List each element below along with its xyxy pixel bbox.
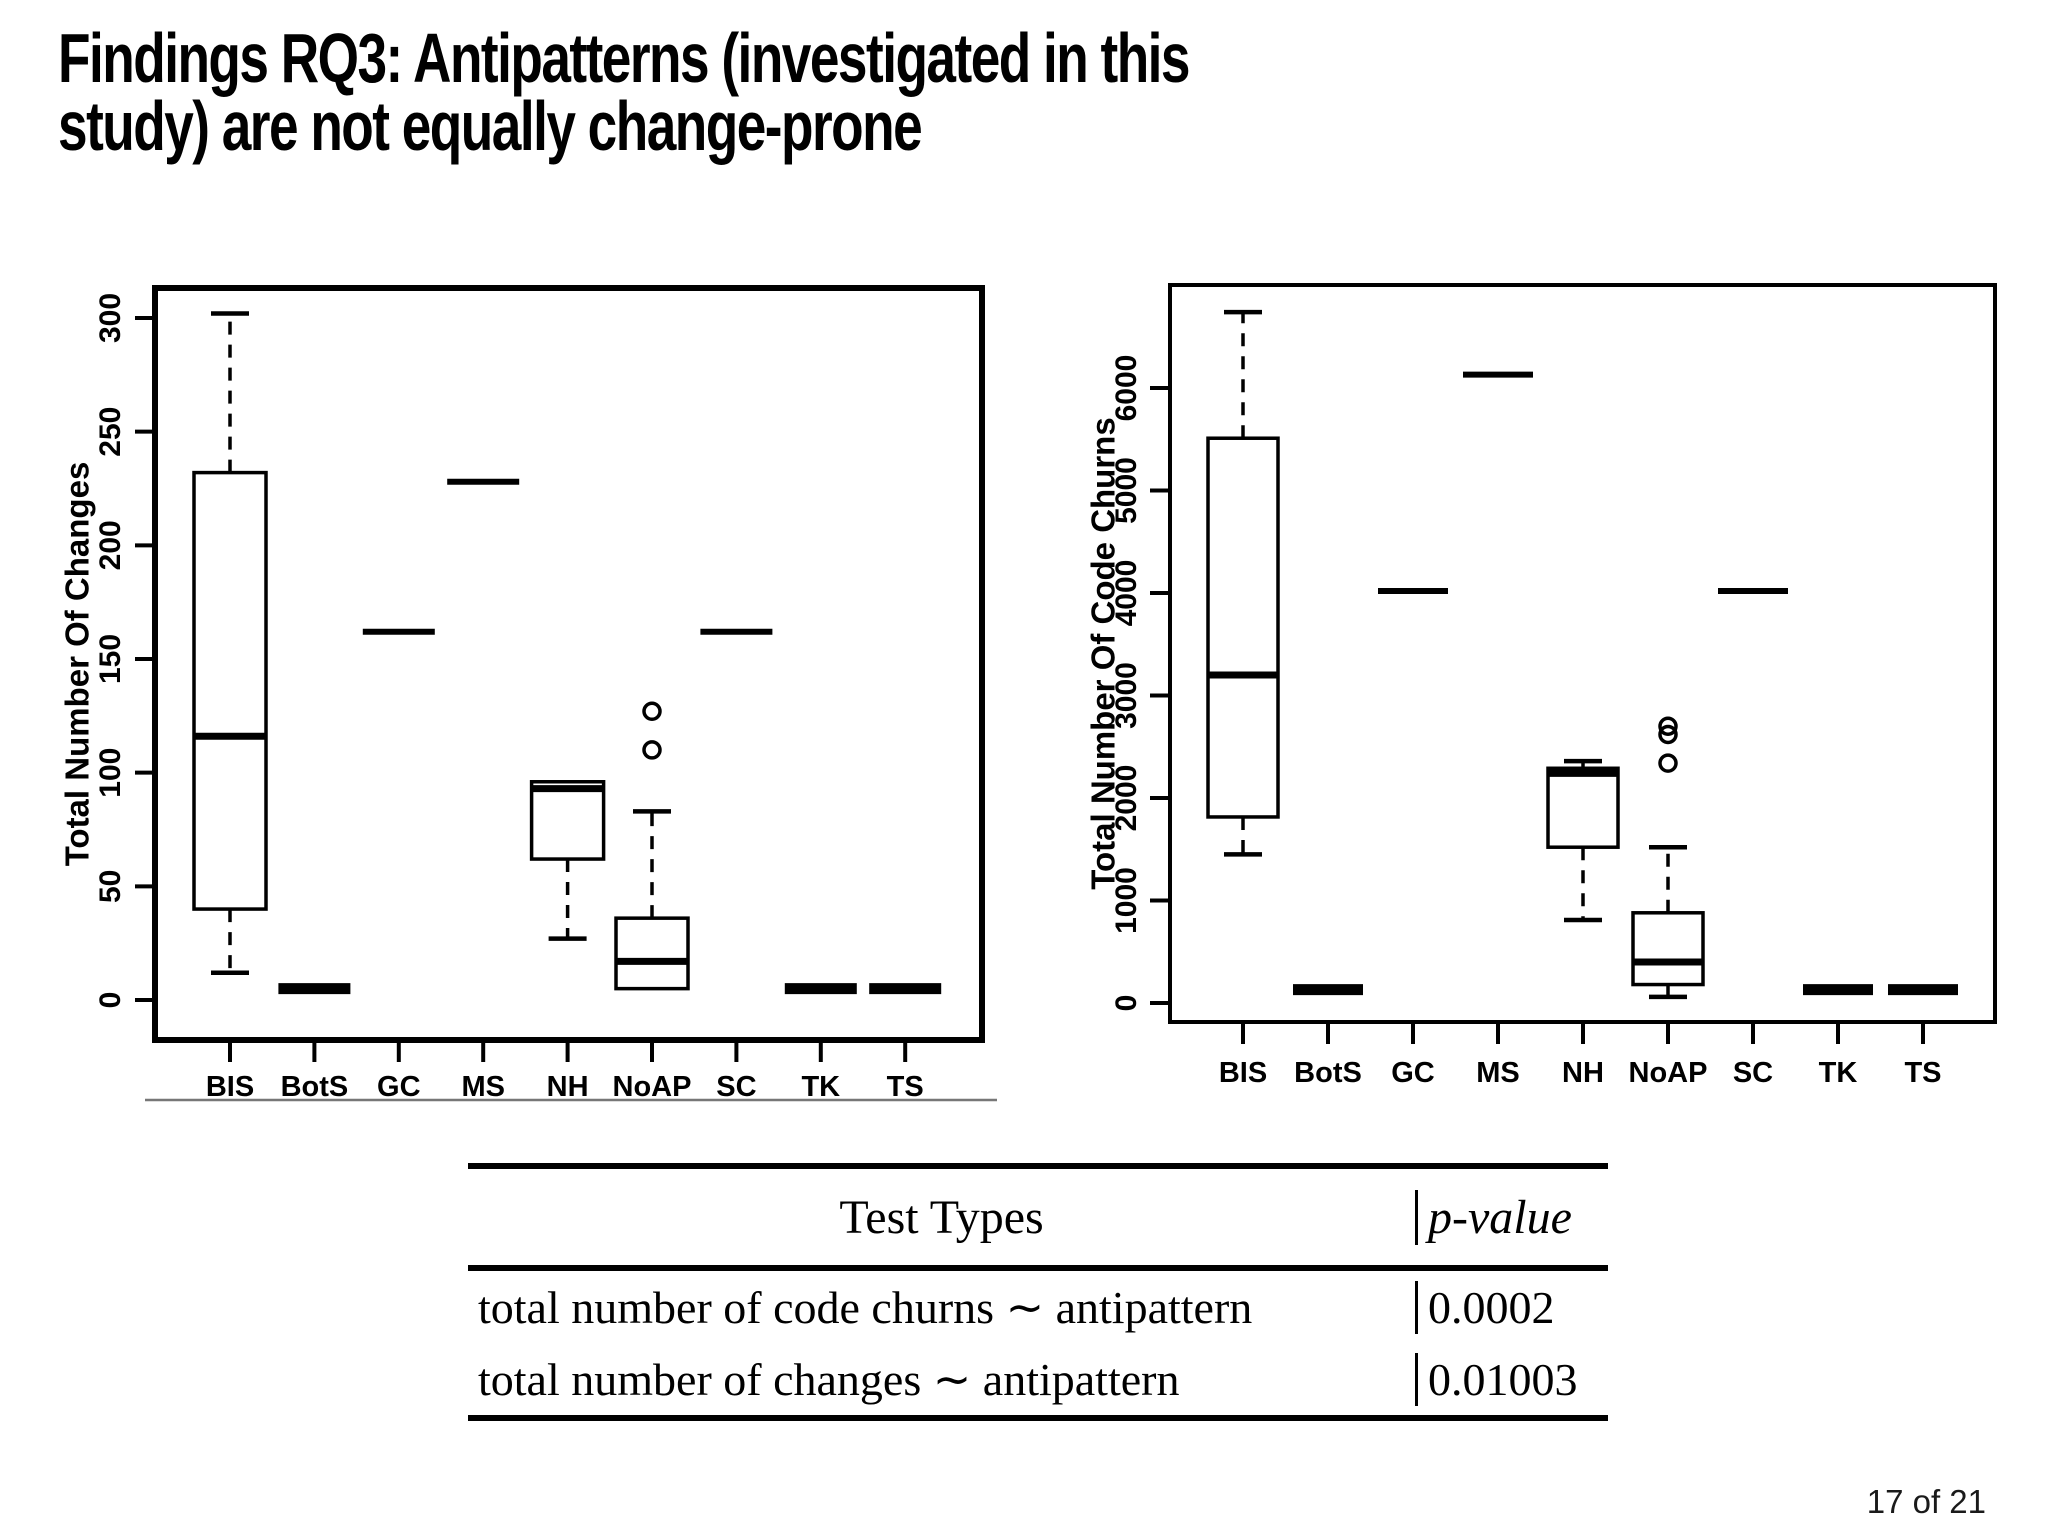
x-category-label: BotS [1294, 1057, 1362, 1089]
outlier-point [642, 701, 662, 722]
y-tick-label: 4000 [1110, 560, 1143, 627]
x-category-label: GC [1391, 1057, 1435, 1089]
x-category-label: TK [1819, 1057, 1858, 1089]
x-category-label: NoAP [613, 1071, 692, 1103]
boxplot-NoAP [614, 916, 690, 991]
y-tick-label: 250 [94, 407, 127, 457]
table-row: total number of changes ∼ antipattern 0.… [468, 1343, 1608, 1415]
table-cell-p-value: 0.0002 [1415, 1280, 1608, 1334]
y-tick-label: 300 [94, 293, 127, 343]
x-category-label: MS [1476, 1057, 1520, 1089]
x-category-label: TS [1904, 1057, 1941, 1089]
x-category-label: SC [716, 1071, 756, 1103]
y-tick-label: 100 [94, 748, 127, 798]
outlier-point [1658, 724, 1678, 745]
y-tick-label: 0 [1110, 995, 1143, 1012]
y-tick-label: 6000 [1110, 355, 1143, 422]
outlier-point [1658, 716, 1678, 736]
y-axis-label: Total Number Of Changes [59, 462, 96, 867]
table-top-rule [468, 1163, 1608, 1169]
x-category-label: NH [547, 1071, 589, 1103]
table-header-p-value: p-value [1415, 1189, 1608, 1245]
table-cell-p-value: 0.01003 [1415, 1352, 1608, 1406]
y-tick-label: 0 [94, 992, 127, 1009]
x-category-label: BotS [281, 1071, 349, 1103]
y-tick-label: 5000 [1110, 457, 1143, 524]
outlier-point [1658, 753, 1678, 773]
y-tick-label: 150 [94, 634, 127, 684]
y-tick-label: 3000 [1110, 662, 1143, 729]
table-mid-rule [468, 1265, 1608, 1271]
pvalue-table: Test Types p-value total number of code … [468, 1163, 1608, 1421]
x-category-label: NH [1562, 1057, 1604, 1089]
y-tick-label: 1000 [1110, 867, 1143, 934]
table-header-test-types: Test Types [839, 1190, 1044, 1244]
table-cell-test-type: total number of changes ∼ antipattern [478, 1354, 1180, 1405]
table-header-row: Test Types p-value [468, 1169, 1608, 1265]
x-category-label: GC [377, 1071, 421, 1103]
table-row: total number of code churns ∼ antipatter… [468, 1271, 1608, 1343]
boxplot-NH [1546, 766, 1620, 849]
y-tick-label: 50 [94, 870, 127, 903]
plot-frame [152, 285, 985, 1043]
x-category-label: TK [801, 1071, 840, 1103]
x-category-label: BIS [1219, 1057, 1267, 1089]
x-category-label: MS [461, 1071, 505, 1103]
slide-title-line2: study) are not equally change-prone [58, 87, 923, 165]
boxplot-NoAP [1631, 911, 1705, 987]
slide-title: Findings RQ3: Antipatterns (investigated… [58, 19, 1191, 165]
boxplot-NH [529, 780, 606, 861]
y-tick-label: 2000 [1110, 765, 1143, 832]
boxplot-BIS [192, 470, 268, 911]
outlier-point [642, 740, 662, 760]
y-tick-label: 200 [94, 520, 127, 570]
x-category-label: BIS [206, 1071, 254, 1103]
table-cell-test-type: total number of code churns ∼ antipatter… [478, 1282, 1253, 1333]
plot-frame [1168, 283, 1997, 1024]
x-category-label: NoAP [1629, 1057, 1708, 1089]
page-indicator: 17 of 21 [1866, 1483, 1986, 1520]
x-category-label: SC [1733, 1057, 1773, 1089]
table-bottom-rule [468, 1415, 1608, 1421]
slide-title-line1: Findings RQ3: Antipatterns (investigated… [58, 19, 1191, 97]
y-axis-label: Total Number Of Code Churns [1085, 417, 1122, 889]
x-category-label: TS [887, 1071, 924, 1103]
boxplot-BIS [1206, 436, 1280, 819]
